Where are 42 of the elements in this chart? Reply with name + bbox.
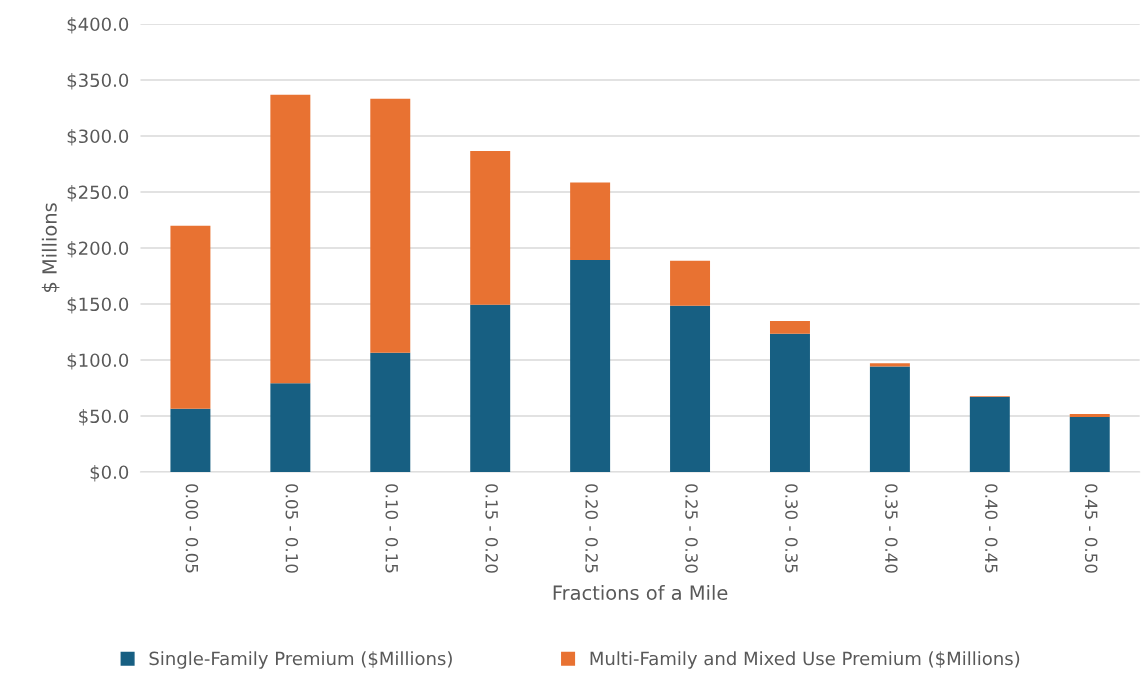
bar [470, 304, 511, 472]
x-tick-label: 0.30 - 0.35 [785, 484, 798, 573]
bar [170, 408, 211, 472]
y-tick-label: $150.0 [67, 297, 129, 314]
bar [470, 150, 511, 305]
x-tick-label: 0.35 - 0.40 [885, 484, 898, 573]
bar [370, 98, 411, 353]
bar [370, 352, 411, 472]
x-tick-label: 0.45 - 0.50 [1084, 484, 1098, 573]
y-axis-title: $ Millions [41, 203, 60, 292]
legend-label: Multi-Family and Mixed Use Premium ($Millions) [590, 651, 1020, 669]
y-tick-label: $0.0 [90, 465, 129, 482]
y-tick-label: $250.0 [67, 185, 129, 202]
y-tick-label: $200.0 [67, 241, 129, 258]
bar [869, 363, 910, 367]
x-tick-label: 0.00 - 0.05 [185, 484, 199, 573]
x-tick-label: 0.05 - 0.10 [285, 484, 299, 573]
x-tick-label: 0.40 - 0.45 [984, 484, 998, 573]
x-tick-label: 0.25 - 0.30 [685, 484, 698, 573]
y-tick-label: $400.0 [67, 17, 129, 34]
x-tick-label: 0.15 - 0.20 [485, 484, 498, 573]
x-tick-label: 0.10 - 0.15 [385, 484, 399, 573]
bar [570, 182, 611, 261]
bar [570, 260, 611, 472]
bar [969, 397, 1010, 472]
bar [270, 383, 311, 472]
y-tick-label: $300.0 [67, 129, 129, 146]
bar [670, 260, 711, 306]
y-tick-label: $350.0 [67, 73, 129, 90]
y-tick-label: $50.0 [79, 409, 129, 426]
bar [869, 366, 910, 472]
bar [1069, 414, 1110, 418]
bar [670, 305, 711, 472]
x-tick-label: 0.20 - 0.25 [585, 484, 598, 573]
bar [769, 333, 810, 472]
bar [1069, 417, 1110, 472]
x-axis-title: Fractions of a Mile [553, 585, 728, 601]
bar [170, 225, 211, 409]
y-tick-label: $100.0 [67, 353, 129, 370]
bar [769, 320, 810, 334]
bar [270, 94, 311, 384]
legend-label: Single-Family Premium ($Millions) [149, 651, 452, 669]
